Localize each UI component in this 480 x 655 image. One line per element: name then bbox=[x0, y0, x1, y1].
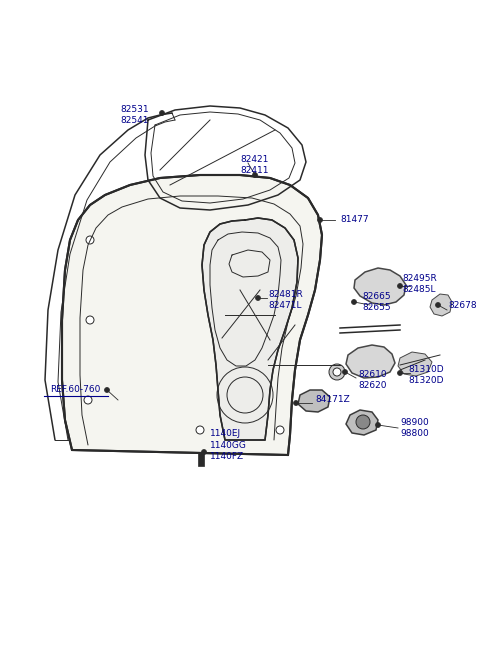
Circle shape bbox=[255, 295, 261, 301]
Circle shape bbox=[252, 172, 257, 178]
Text: 84171Z: 84171Z bbox=[315, 396, 350, 405]
Circle shape bbox=[86, 316, 94, 324]
Text: 82665
82655: 82665 82655 bbox=[362, 292, 391, 312]
Circle shape bbox=[293, 400, 299, 405]
Circle shape bbox=[333, 368, 341, 376]
Circle shape bbox=[317, 217, 323, 223]
Text: 82495R
82485L: 82495R 82485L bbox=[402, 274, 437, 294]
Circle shape bbox=[202, 449, 206, 455]
Polygon shape bbox=[346, 345, 395, 378]
Text: 82481R
82471L: 82481R 82471L bbox=[268, 290, 303, 310]
Circle shape bbox=[86, 236, 94, 244]
Circle shape bbox=[397, 371, 403, 375]
Circle shape bbox=[276, 426, 284, 434]
Polygon shape bbox=[62, 175, 322, 455]
Polygon shape bbox=[346, 410, 378, 435]
Circle shape bbox=[196, 426, 204, 434]
Text: 81310D
81320D: 81310D 81320D bbox=[408, 365, 444, 385]
Circle shape bbox=[343, 369, 348, 375]
Circle shape bbox=[356, 415, 370, 429]
Polygon shape bbox=[202, 218, 298, 440]
Polygon shape bbox=[354, 268, 406, 305]
Polygon shape bbox=[298, 390, 330, 412]
Circle shape bbox=[351, 299, 357, 305]
Bar bbox=[198, 452, 204, 466]
Circle shape bbox=[435, 303, 441, 307]
Text: 82421
82411: 82421 82411 bbox=[241, 155, 269, 175]
Text: REF.60-760: REF.60-760 bbox=[50, 386, 100, 394]
Text: 82678: 82678 bbox=[448, 301, 477, 310]
Polygon shape bbox=[398, 352, 432, 376]
Circle shape bbox=[375, 422, 381, 428]
Circle shape bbox=[329, 364, 345, 380]
Text: 82610
82620: 82610 82620 bbox=[358, 370, 386, 390]
Text: 98900
98800: 98900 98800 bbox=[400, 418, 429, 438]
Polygon shape bbox=[430, 294, 452, 316]
Circle shape bbox=[159, 111, 165, 115]
Circle shape bbox=[84, 396, 92, 404]
Text: 1140EJ
1140GG
1140FZ: 1140EJ 1140GG 1140FZ bbox=[210, 430, 246, 460]
Circle shape bbox=[105, 388, 109, 392]
Text: 81477: 81477 bbox=[340, 215, 369, 225]
Text: 82531
82541: 82531 82541 bbox=[120, 105, 149, 125]
Circle shape bbox=[397, 284, 403, 288]
